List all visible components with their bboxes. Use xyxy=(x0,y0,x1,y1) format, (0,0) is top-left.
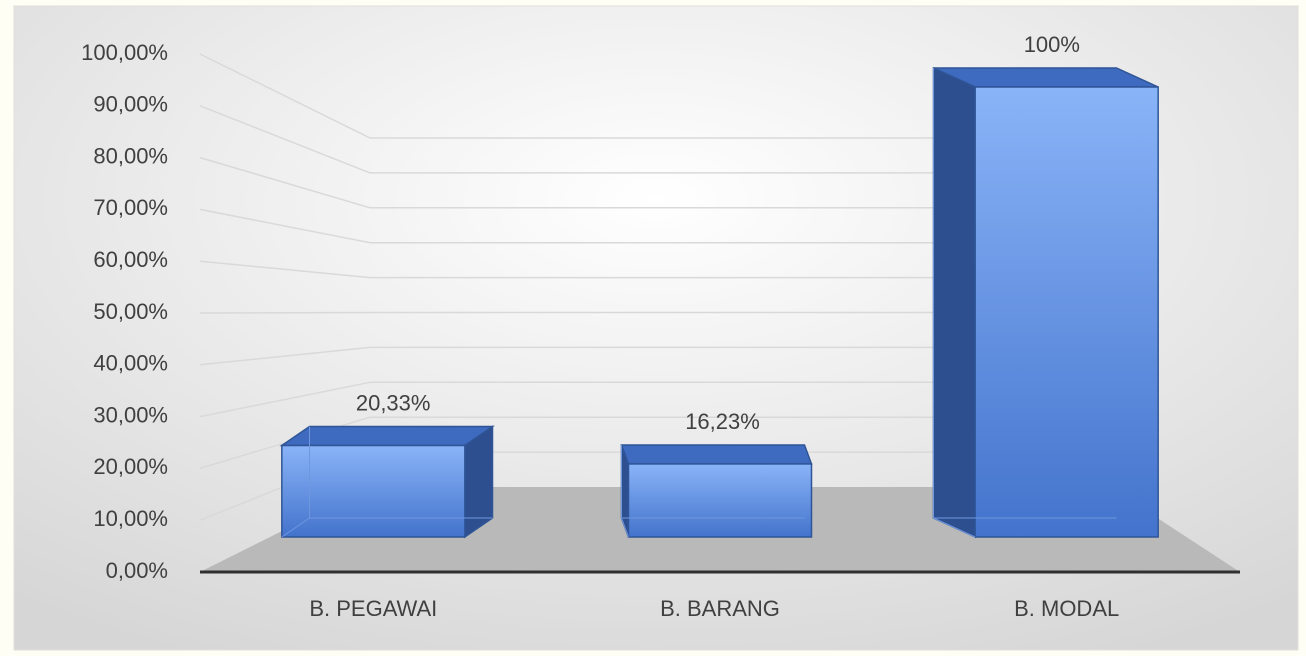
grid-line xyxy=(199,346,371,366)
bar-edge xyxy=(621,517,629,538)
bar-side xyxy=(464,425,494,539)
grid-line xyxy=(199,208,371,244)
bar-side xyxy=(932,66,976,539)
y-tick-label: 90,00% xyxy=(93,92,168,117)
value-label: 16,23% xyxy=(685,409,760,434)
grid-line xyxy=(199,260,371,279)
grid-line xyxy=(199,105,371,174)
grid-line xyxy=(199,53,371,139)
value-label: 20,33% xyxy=(356,390,431,415)
grid-line xyxy=(199,311,371,314)
bar xyxy=(974,86,1159,538)
y-tick-label: 20,00% xyxy=(93,454,168,479)
bar xyxy=(281,444,466,538)
y-tick-label: 100,00% xyxy=(81,40,168,65)
y-tick-label: 40,00% xyxy=(93,351,168,376)
x-tick-label: B. BARANG xyxy=(660,596,780,621)
bar-edge xyxy=(281,517,310,538)
y-tick-label: 70,00% xyxy=(93,195,168,220)
bar-edge xyxy=(933,517,976,538)
y-tick-label: 80,00% xyxy=(93,143,168,168)
grid-line xyxy=(199,381,371,418)
grid-line xyxy=(199,156,371,209)
bar xyxy=(627,463,813,538)
x-tick-label: B. MODAL xyxy=(1014,596,1119,621)
x-tick-label: B. PEGAWAI xyxy=(309,596,437,621)
y-tick-label: 10,00% xyxy=(93,506,168,531)
value-label: 100% xyxy=(1024,32,1080,57)
y-tick-label: 60,00% xyxy=(93,247,168,272)
bar-top xyxy=(279,425,495,447)
y-tick-label: 0,00% xyxy=(106,558,168,583)
y-tick-label: 50,00% xyxy=(93,299,168,324)
y-tick-label: 30,00% xyxy=(93,402,168,427)
bar-top xyxy=(620,444,813,465)
